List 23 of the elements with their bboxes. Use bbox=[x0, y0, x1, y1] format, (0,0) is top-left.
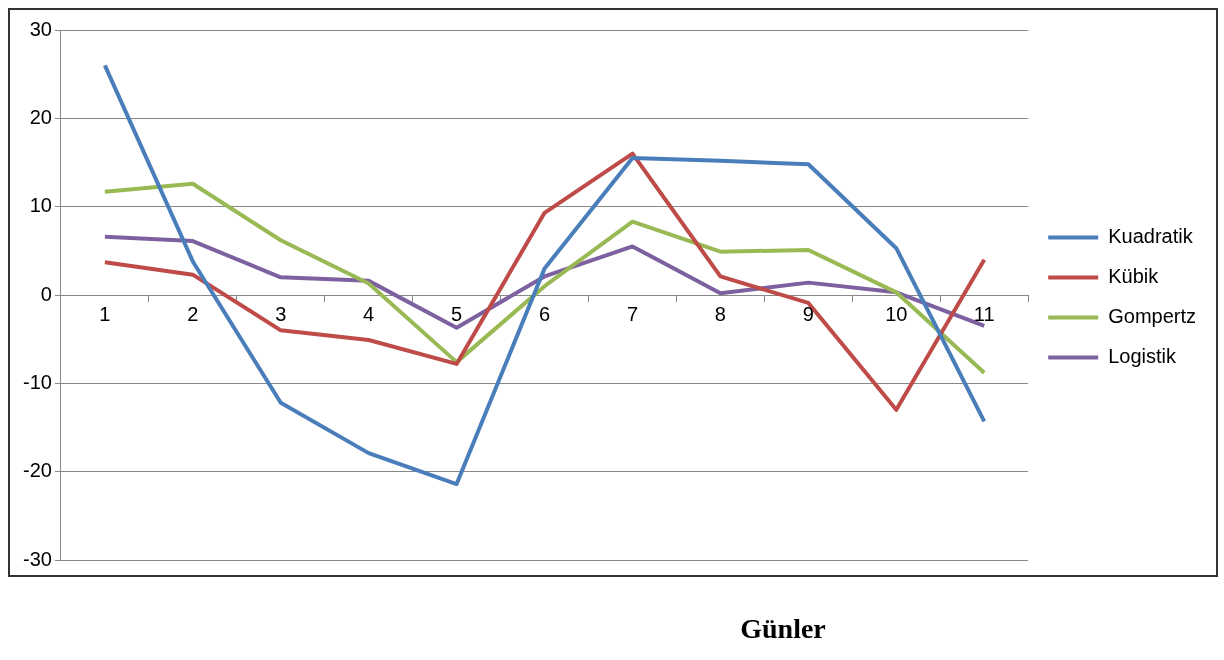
y-tick-label: -30 bbox=[23, 547, 52, 570]
x-tick-label: 6 bbox=[538, 302, 551, 325]
y-tick-label: 30 bbox=[29, 17, 52, 40]
x-tick-label: 8 bbox=[714, 302, 726, 325]
x-tick-label: 4 bbox=[363, 302, 375, 325]
x-tick-label: 5 bbox=[451, 302, 463, 325]
x-tick-label: 2 bbox=[187, 302, 199, 325]
x-tick-label: 10 bbox=[885, 302, 908, 325]
x-tick-label: 7 bbox=[626, 302, 639, 325]
y-tick-label: -10 bbox=[23, 370, 52, 393]
y-tick-label: -20 bbox=[23, 459, 52, 482]
legend-label: Kübik bbox=[1108, 265, 1160, 288]
x-tick-label: 9 bbox=[802, 302, 814, 325]
legend-label: Gompertz bbox=[1108, 305, 1197, 328]
y-tick-label: 20 bbox=[29, 105, 52, 128]
x-tick-label: 11 bbox=[973, 302, 995, 325]
legend-label: Kuadratik bbox=[1108, 225, 1194, 248]
y-tick-label: 10 bbox=[29, 194, 52, 217]
x-axis-title: Günler bbox=[739, 613, 827, 645]
legend-label: Logistik bbox=[1108, 345, 1178, 368]
y-tick-label: 0 bbox=[40, 282, 52, 305]
x-tick-label: 3 bbox=[275, 302, 287, 325]
x-tick-label: 1 bbox=[99, 302, 111, 325]
